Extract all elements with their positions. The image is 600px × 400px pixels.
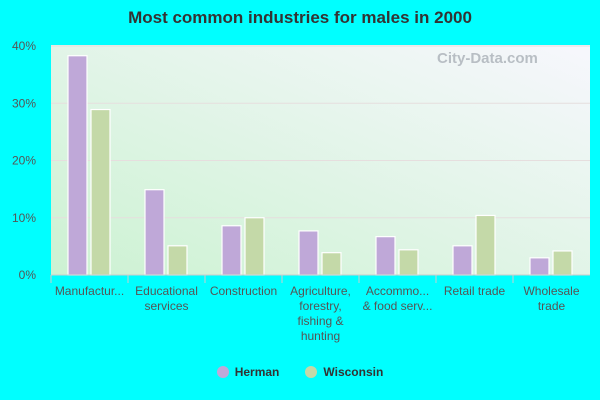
y-tick-label: 10% [12, 211, 36, 225]
x-category-label: Educational services [135, 284, 198, 313]
y-tick-label: 0% [19, 268, 37, 282]
bar-herman [529, 257, 550, 276]
x-category-label: Wholesale trade [523, 284, 579, 313]
bar-herman [452, 245, 473, 276]
legend: Herman Wisconsin [0, 365, 600, 379]
x-category-label: Manufactur... [55, 284, 124, 298]
bar-wisconsin [90, 108, 111, 276]
bar-herman [144, 189, 165, 276]
bar-wisconsin [552, 250, 573, 276]
legend-swatch [216, 366, 229, 378]
legend-item-wisconsin: Wisconsin [305, 365, 383, 379]
bar-herman [67, 55, 88, 276]
x-category-label: Accommo... & food serv... [363, 284, 433, 313]
bar-wisconsin [244, 217, 265, 276]
bar-herman [298, 230, 319, 276]
y-tick-label: 30% [12, 96, 36, 110]
y-tick-label: 40% [12, 39, 36, 53]
legend-item-herman: Herman [216, 365, 280, 379]
bar-herman [375, 236, 396, 276]
y-tick-label: 20% [12, 154, 36, 168]
bar-wisconsin [398, 249, 419, 276]
bar-herman [221, 225, 242, 276]
x-category-label: Construction [210, 284, 277, 298]
bar-wisconsin [167, 245, 188, 276]
watermark: City-Data.com [437, 50, 538, 67]
x-category-label: Retail trade [444, 284, 506, 298]
bar-wisconsin [475, 214, 496, 276]
chart-title: Most common industries for males in 2000 [128, 8, 472, 27]
bar-wisconsin [321, 252, 342, 276]
legend-label: Herman [234, 365, 280, 379]
legend-label: Wisconsin [323, 365, 384, 379]
x-category-label: Agriculture, forestry, fishing & hunting [290, 284, 351, 343]
legend-swatch [305, 366, 318, 378]
